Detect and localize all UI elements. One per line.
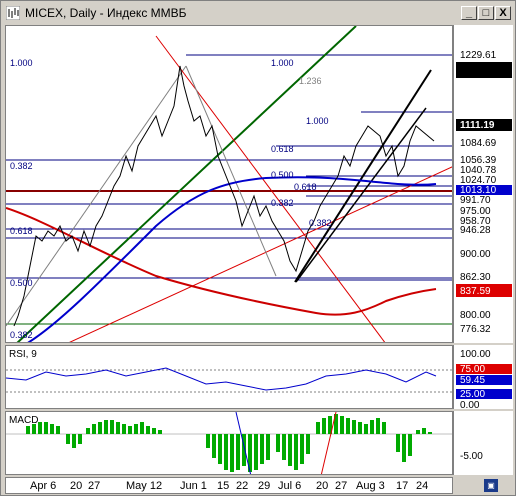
date-label: Apr 6	[30, 480, 57, 492]
price-panel[interactable]: 1.000 0.382 0.618 0.500 0.382 1.000 1.23…	[5, 25, 453, 343]
fib-label-right-0382: 0.382	[271, 198, 294, 208]
chart-settings-icon[interactable]: ▣	[484, 479, 498, 492]
macd-svg: MACD	[6, 412, 452, 474]
rsi-label: RSI, 9	[9, 349, 37, 360]
rsi-current-marker	[456, 375, 512, 385]
date-label: 20	[70, 480, 83, 492]
price-label-1040: 1040.78	[460, 165, 497, 176]
red-fan-line	[155, 35, 386, 342]
price-label-958: 958.70	[460, 216, 491, 227]
date-label: 17	[396, 480, 409, 492]
blue-ma-marker	[456, 185, 512, 195]
close-button[interactable]: X	[495, 6, 511, 20]
rsi-axis-svg: 100.00 75.00 59.45 25.00 0.00	[456, 349, 512, 409]
price-path	[13, 65, 435, 327]
rsi-panel[interactable]: RSI, 9	[5, 345, 453, 409]
price-label-975: 975.00	[460, 206, 491, 217]
fib-label-mid-100: 1.000	[271, 58, 294, 68]
date-label: 20	[316, 480, 329, 492]
fib-label-left-0382: 0.382	[10, 161, 33, 171]
current-price-marker	[456, 119, 512, 131]
price-label-1013: 1013.10	[460, 185, 497, 196]
date-label: Jun 1	[180, 480, 207, 492]
rsi-axis-25: 25.00	[460, 389, 485, 400]
fib-label-left-050: 0.500	[10, 278, 33, 288]
price-label-991: 991.70	[460, 195, 491, 206]
maximize-button[interactable]: □	[478, 6, 494, 20]
fib-label-left-100: 1.000	[10, 58, 33, 68]
red-fan-line-2	[69, 166, 452, 342]
macd-axis-minus5: -5.00	[460, 451, 483, 462]
macd-axis[interactable]: -5.00	[453, 411, 513, 475]
chart-app-icon	[6, 6, 20, 20]
fib-label-right-0500: 0.500	[271, 170, 294, 180]
macd-label: MACD	[9, 415, 38, 426]
price-chart-svg: 1.000 0.382 0.618 0.500 0.382 1.000 1.23…	[6, 26, 452, 342]
red-ma-marker	[456, 284, 512, 297]
macd-histogram	[26, 414, 432, 472]
date-label: 24	[416, 480, 429, 492]
price-label-1024: 1024.70	[460, 175, 497, 186]
gray-channel-line	[6, 65, 187, 327]
fib-label-right-100: 1.000	[306, 116, 329, 126]
black-trend-line	[294, 69, 432, 283]
rsi-svg: RSI, 9	[6, 349, 452, 393]
price-label-946: 946.28	[460, 225, 491, 236]
rsi-75-marker	[456, 364, 512, 374]
macd-axis-svg: -5.00	[460, 451, 483, 462]
date-label: 29	[258, 480, 271, 492]
date-label: Aug 3	[356, 480, 385, 492]
blue-moving-average	[27, 176, 437, 342]
date-axis[interactable]: Apr 6 20 27 May 12 Jun 1 15 22 29 Jul 6 …	[5, 477, 453, 494]
price-axis[interactable]: 1229.61 1199.00 1111.19 1084.69 1056.39 …	[453, 25, 513, 343]
fib-label-mid-1236: 1.236	[299, 76, 322, 86]
date-label: 22	[236, 480, 249, 492]
rsi-axis-100: 100.00	[460, 349, 491, 360]
fib-level-lines	[6, 54, 452, 281]
red-moving-average	[6, 207, 437, 316]
date-label: Jul 6	[278, 480, 302, 492]
minimize-button[interactable]: _	[461, 6, 477, 20]
green-trend-line	[16, 26, 357, 342]
rsi-axis[interactable]: 100.00 75.00 59.45 25.00 0.00	[453, 345, 513, 409]
window-title: MICEX, Daily - Индекс ММВБ	[25, 6, 187, 20]
price-label-800: 800.00	[460, 310, 491, 321]
black-trend-line-2	[295, 107, 427, 283]
fib-label-left-0618: 0.618	[10, 226, 33, 236]
price-label-1084: 1084.69	[460, 138, 497, 149]
price-label-1229: 1229.61	[460, 50, 497, 61]
macd-panel[interactable]: MACD	[5, 411, 453, 475]
macd-signal-line	[235, 412, 252, 474]
price-label-1199: 1199.00	[460, 70, 496, 81]
rsi-axis-75: 75.00	[460, 364, 485, 375]
price-label-837: 837.59	[460, 286, 491, 297]
price-axis-svg: 1229.61 1199.00 1111.19 1084.69 1056.39 …	[456, 50, 512, 335]
rsi-axis-current: 59.45	[460, 375, 485, 386]
fib-label-left-0382b: 0.382	[10, 330, 33, 340]
gray-retrace-line	[185, 65, 277, 277]
rsi-25-marker	[456, 389, 512, 399]
fib-label-right-0618: 0.618	[271, 144, 294, 154]
macd-red-line	[320, 412, 337, 474]
title-bar[interactable]: MICEX, Daily - Индекс ММВБ _ □ X	[3, 3, 513, 23]
fib-label-right-0618b: 0.618	[294, 182, 317, 192]
rsi-line	[6, 367, 437, 391]
rsi-axis-0: 0.00	[460, 400, 480, 409]
price-label-862: 862.30	[460, 272, 491, 283]
date-label: 15	[217, 480, 230, 492]
date-label: 27	[88, 480, 101, 492]
date-label: May 12	[126, 480, 163, 492]
price-label-900: 900.00	[460, 249, 491, 260]
price-marker-black	[456, 62, 512, 78]
fib-label-right-0382b: 0.382	[309, 218, 332, 228]
price-label-1056: 1056.39	[460, 155, 497, 166]
price-label-776: 776.32	[460, 324, 491, 335]
current-price-label: 1111.19	[460, 120, 495, 131]
date-label: 27	[335, 480, 348, 492]
